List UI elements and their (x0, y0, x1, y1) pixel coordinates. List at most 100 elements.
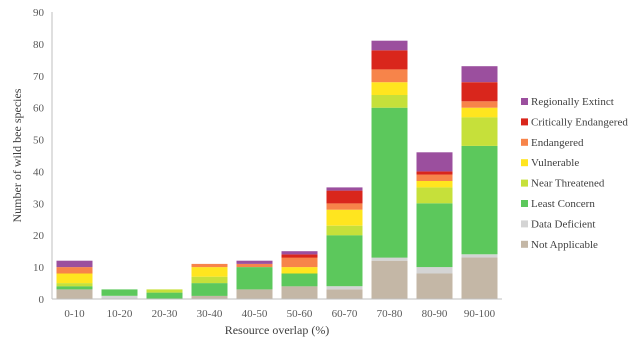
legend-label: Not Applicable (531, 239, 598, 251)
legend-label: Near Threatened (531, 178, 605, 190)
x-tick-labels: 0-10 10-20 20-30 30-40 40-50 50-60 60-70 70-80 8… (64, 308, 495, 320)
y-tick-label: 90 (33, 7, 45, 19)
bar-segment (326, 209, 363, 226)
y-tick-labels: 0 10 20 30 40 50 60 70 80 90 (33, 7, 45, 306)
bar-segment (326, 289, 363, 299)
bar-segment (461, 145, 498, 255)
bar-segment (461, 254, 498, 258)
bar-segment (416, 174, 453, 181)
bar-segment (191, 267, 228, 277)
bar-segment (371, 40, 408, 51)
bar-segment (101, 289, 138, 296)
bar-segment (236, 267, 273, 290)
legend-swatch (521, 138, 528, 146)
bar-segment (461, 66, 498, 83)
bar-segment (281, 257, 318, 268)
bar-segment (191, 276, 228, 284)
bar-segment (416, 181, 453, 188)
bar-segment (326, 225, 363, 236)
y-tick-label: 80 (33, 39, 45, 51)
x-tick-label: 40-50 (242, 308, 268, 320)
bar-segment (281, 251, 318, 255)
y-tick-label: 60 (33, 103, 45, 115)
bar-segment (416, 203, 453, 268)
bar-segment (326, 187, 363, 191)
x-tick-label: 90-100 (464, 308, 496, 320)
legend-label: Least Concern (531, 198, 595, 210)
x-tick-label: 0-10 (64, 308, 85, 320)
bar-segment (56, 283, 93, 287)
bar-segment (56, 260, 93, 268)
bar-segment (371, 69, 408, 83)
legend-swatch (521, 98, 528, 105)
bar-segment (416, 273, 453, 299)
legend-label: Data Deficient (531, 218, 595, 230)
bar-segment (56, 267, 93, 274)
x-tick-label: 10-20 (107, 308, 133, 320)
bar-segment (371, 107, 408, 258)
bar-segment (416, 187, 453, 204)
bar-segment (236, 289, 273, 299)
bar-segment (101, 295, 138, 299)
legend-label: Critically Endangered (531, 116, 628, 128)
legend-swatch (521, 200, 528, 207)
bar-segment (281, 286, 318, 299)
x-tick-label: 50-60 (287, 308, 313, 320)
x-tick-label: 80-90 (422, 308, 448, 320)
x-tick-label: 20-30 (152, 308, 178, 320)
y-tick-label: 30 (33, 198, 45, 210)
bar-segment (461, 107, 498, 118)
legend-swatch (521, 118, 528, 126)
legend-label: Vulnerable (531, 157, 579, 169)
bar-segment (416, 171, 453, 175)
bar-segment (371, 260, 408, 299)
x-tick-label: 60-70 (332, 308, 358, 320)
legend-swatch (521, 159, 528, 167)
bar-segment (326, 235, 363, 287)
y-tick-label: 40 (33, 166, 45, 178)
y-tick-label: 0 (39, 294, 45, 306)
x-tick-label: 70-80 (377, 308, 403, 320)
bar-segment (191, 283, 228, 296)
bar-segment (461, 101, 498, 108)
y-tick-label: 70 (33, 71, 45, 83)
bar-segment (461, 117, 498, 146)
bar-segment (191, 295, 228, 299)
bar-segment (236, 260, 273, 264)
bar-segment (326, 203, 363, 210)
y-tick-label: 10 (33, 262, 45, 274)
legend-label: Endangered (531, 137, 584, 149)
bar-segment (461, 82, 498, 102)
bar-segment (371, 50, 408, 70)
bar-segment (326, 286, 363, 290)
bar-segment (281, 254, 318, 258)
bars-group (56, 40, 498, 299)
y-tick-label: 20 (33, 230, 45, 242)
legend-swatch (521, 179, 528, 187)
y-axis-title: Number of wild bee species (10, 88, 24, 222)
bar-segment (281, 267, 318, 274)
bar-segment (146, 289, 183, 293)
legend-label: Regionally Extinct (531, 96, 614, 108)
legend-swatch (521, 220, 528, 228)
bar-segment (281, 273, 318, 287)
bar-segment (56, 273, 93, 284)
x-tick-label: 30-40 (197, 308, 223, 320)
legend: Regionally Extinct Critically Endangered E… (521, 96, 628, 251)
bar-segment (416, 267, 453, 274)
bar-segment (371, 257, 408, 261)
bar-segment (236, 263, 273, 268)
bar-segment (146, 292, 183, 299)
bar-segment (416, 152, 453, 172)
bar-segment (461, 257, 498, 299)
bar-segment (371, 94, 408, 108)
legend-swatch (521, 240, 528, 248)
x-axis-title: Resource overlap (%) (225, 323, 330, 337)
bar-segment (56, 286, 93, 290)
bar-segment (191, 263, 228, 268)
bar-segment (326, 190, 363, 204)
y-tick-label: 50 (33, 135, 45, 147)
bar-segment (371, 82, 408, 95)
bar-segment (56, 289, 93, 299)
